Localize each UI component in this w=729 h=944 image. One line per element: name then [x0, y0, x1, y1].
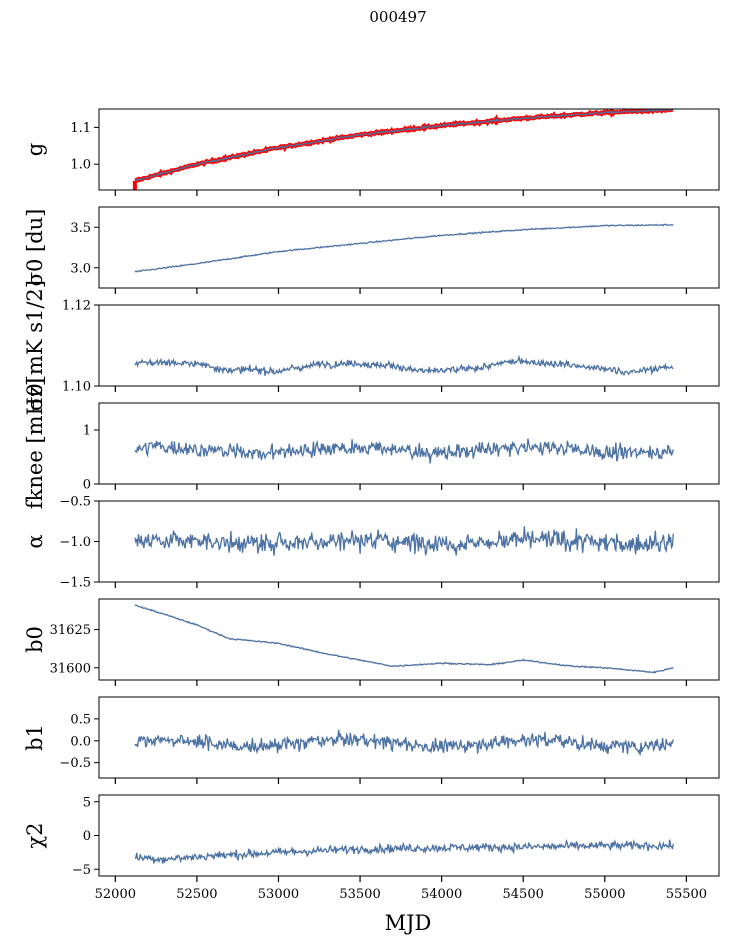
panel-g: 1.0 1.1 g	[23, 108, 720, 196]
y-tick-label-alpha: −1.0	[59, 535, 91, 550]
axes-frame-sigma0_du	[98, 206, 720, 289]
series-line-b1	[134, 729, 674, 756]
x-tick-label: 52000	[95, 887, 136, 902]
y-tick-label-chi2: 5	[83, 795, 91, 810]
y-tick-label-chi2: −5	[72, 863, 91, 878]
series-line-sigma0_mk	[134, 354, 674, 377]
x-tick-label: 55500	[666, 887, 707, 902]
y-axis-label-g: g	[23, 143, 47, 156]
y-axis-label-fknee: fknee [mHz]	[23, 378, 47, 509]
x-tick-label: 52500	[176, 887, 217, 902]
y-tick-label-sigma0_mk: 1.12	[62, 299, 91, 314]
y-tick-label-sigma0_mk: 1.10	[62, 380, 91, 395]
y-axis-label-alpha: α	[23, 534, 47, 548]
x-axis-label: MJD	[385, 911, 432, 935]
axes-frame-b1	[98, 696, 720, 779]
y-tick-label-g: 1.1	[70, 121, 91, 136]
y-tick-label-b1: 0.0	[70, 734, 91, 749]
x-tick-label: 54000	[421, 887, 462, 902]
series-line-sigma0_du	[134, 223, 674, 273]
panel-fknee: 0 1 fknee [mHz]	[23, 378, 720, 509]
series-overlay-g	[134, 109, 674, 183]
axes-frame-g	[98, 108, 720, 191]
series-line-chi2	[134, 838, 674, 864]
panel-sigma0_du: 3.0 3.5 σ0 [du]	[23, 206, 720, 294]
y-tick-label-sigma0_du: 3.5	[70, 221, 91, 236]
panel-b1: −0.5 0.0 0.5 b1	[23, 696, 720, 784]
series-line-g	[134, 109, 674, 182]
y-tick-label-b1: 0.5	[70, 712, 91, 727]
y-axis-label-sigma0_du: σ0 [du]	[23, 209, 47, 287]
y-tick-label-b0: 31625	[50, 623, 91, 638]
y-tick-label-b1: −0.5	[59, 756, 91, 771]
panel-alpha: −1.5 −1.0 −0.5 α	[23, 495, 720, 591]
axes-frame-fknee	[98, 402, 720, 485]
series-line-fknee	[134, 438, 674, 464]
x-tick-label: 54500	[503, 887, 544, 902]
y-tick-label-fknee: 0	[83, 478, 91, 493]
figure-title: 000497	[369, 8, 426, 26]
y-axis-label-chi2: χ2	[23, 822, 47, 848]
axes-frame-chi2	[98, 794, 720, 877]
y-tick-label-sigma0_du: 3.0	[70, 261, 91, 276]
y-axis-label-b1: b1	[23, 724, 47, 751]
x-tick-label: 53000	[258, 887, 299, 902]
y-axis-label-sigma0_mk: σ0[mK s1/2]	[23, 280, 47, 411]
series-line-alpha	[134, 526, 674, 556]
y-tick-label-fknee: 1	[83, 424, 91, 439]
x-tick-label: 55000	[584, 887, 625, 902]
series-line-b0	[134, 604, 674, 674]
axes-frame-b0	[98, 598, 720, 681]
x-tick-label: 53500	[339, 887, 380, 902]
panel-sigma0_mk: 1.10 1.12 σ0[mK s1/2]	[23, 280, 720, 411]
y-tick-label-chi2: 0	[83, 829, 91, 844]
y-tick-label-b0: 31600	[50, 661, 91, 676]
y-tick-label-g: 1.0	[70, 158, 91, 173]
y-axis-label-b0: b0	[23, 626, 47, 653]
y-tick-label-alpha: −0.5	[59, 495, 91, 510]
axes-frame-sigma0_mk	[98, 304, 720, 387]
panel-chi2: −5 0 5 52000 52500 53000 53500 54000 54500 55000 5…	[23, 794, 720, 902]
y-tick-label-alpha: −1.5	[59, 576, 91, 591]
